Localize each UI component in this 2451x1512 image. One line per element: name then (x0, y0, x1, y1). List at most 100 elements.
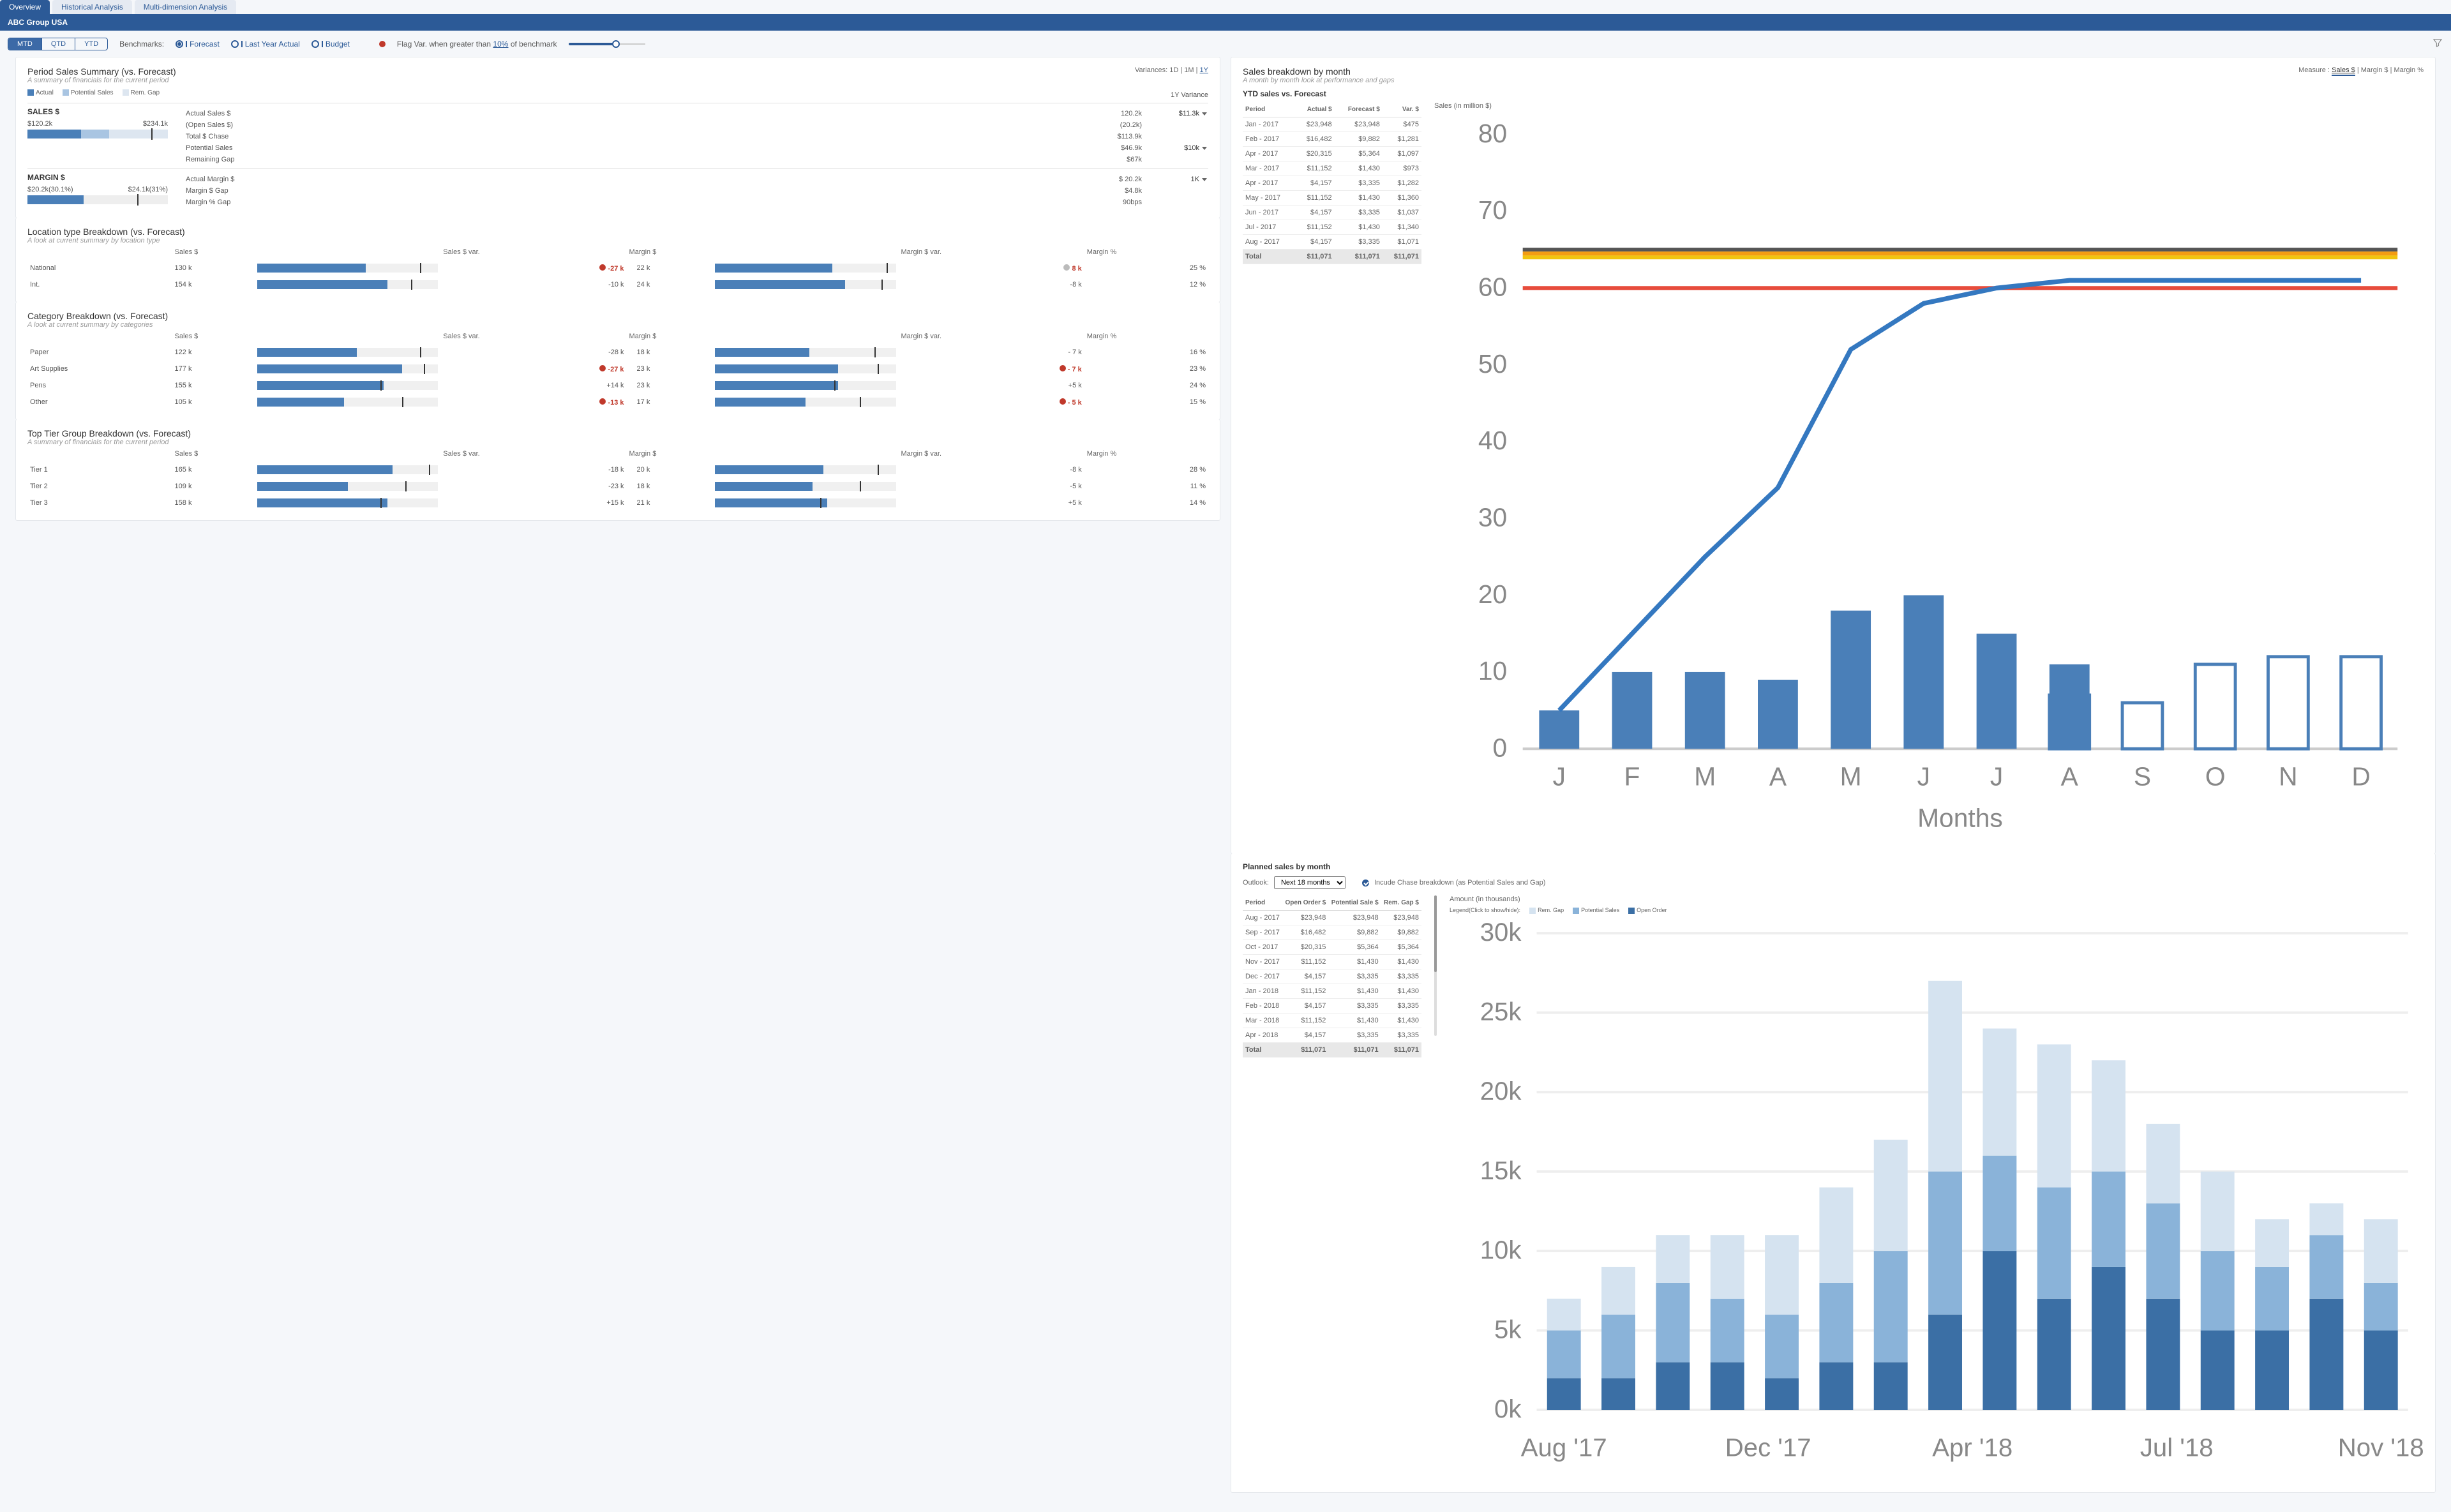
table-row: Tier 3 158 k +15 k 21 k +5 k 14 % (27, 495, 1208, 511)
filter-bar: MTD QTD YTD Benchmarks: Forecast Last Ye… (0, 31, 2451, 57)
table-row: Pens 155 k +14 k 23 k +5 k 24 % (27, 377, 1208, 394)
location-table: Sales $Sales $ var.Margin $Margin $ var.… (27, 244, 1208, 293)
table-row: Jun - 2017$4,157$3,335$1,037 (1243, 206, 1421, 220)
svg-text:60: 60 (1478, 273, 1507, 302)
filter-icon[interactable] (2432, 37, 2443, 50)
flag-slider[interactable] (569, 43, 620, 45)
seg-ytd[interactable]: YTD (75, 38, 107, 50)
svg-text:15k: 15k (1480, 1156, 1522, 1185)
svg-text:M: M (1694, 761, 1716, 791)
benchmarks-label: Benchmarks: (119, 40, 164, 49)
table-row: Jan - 2018$11,152$1,430$1,430 (1243, 984, 1421, 999)
svg-text:S: S (2134, 761, 2151, 791)
period-summary-subtitle: A summary of financials for the current … (27, 77, 176, 84)
outlook-select[interactable]: Next 18 months (1274, 876, 1345, 889)
table-row: Mar - 2018$11,152$1,430$1,430 (1243, 1014, 1421, 1028)
svg-text:40: 40 (1478, 426, 1507, 455)
category-table: Sales $Sales $ var.Margin $Margin $ var.… (27, 329, 1208, 410)
table-row: Mar - 2017$11,152$1,430$973 (1243, 161, 1421, 176)
legend-gap[interactable]: Rem. Gap (1529, 907, 1564, 914)
right-column: Sales breakdown by month A month by mont… (1231, 57, 2436, 1497)
tab-multi[interactable]: Multi-dimension Analysis (135, 0, 236, 14)
variance-1d[interactable]: 1D (1169, 66, 1178, 74)
total-row: Total$11,071$11,071$11,071 (1243, 250, 1421, 264)
location-subtitle: A look at current summary by location ty… (27, 237, 1208, 244)
tab-overview[interactable]: Overview (0, 0, 50, 14)
svg-text:20: 20 (1478, 580, 1507, 609)
flag-dot-icon (379, 41, 386, 47)
flag-threshold[interactable]: 10% (493, 40, 508, 49)
total-row: Total$11,071$11,071$11,071 (1243, 1043, 1421, 1058)
svg-text:70: 70 (1478, 195, 1507, 225)
svg-text:J: J (1917, 761, 1930, 791)
svg-text:M: M (1840, 761, 1862, 791)
planned-sales-card: Planned sales by month Outlook: Next 18 … (1231, 853, 2436, 1493)
breakdown-title: Sales breakdown by month (1243, 66, 1394, 77)
svg-text:O: O (2205, 761, 2226, 791)
table-row: Dec - 2017$4,157$3,335$3,335 (1243, 969, 1421, 984)
svg-text:80: 80 (1478, 119, 1507, 148)
planned-scrollbar[interactable] (1434, 895, 1437, 1036)
left-column: Period Sales Summary (vs. Forecast) A su… (15, 57, 1220, 1497)
svg-text:J: J (1553, 761, 1566, 791)
table-row: Tier 2 109 k -23 k 18 k -5 k 11 % (27, 478, 1208, 495)
measure-sales[interactable]: Sales $ (2332, 66, 2355, 76)
svg-text:0k: 0k (1494, 1395, 1522, 1423)
benchmark-forecast[interactable]: Forecast (176, 40, 220, 49)
flag-label: Flag Var. when greater than (397, 40, 491, 49)
ytd-chart: 01020304050607080JFMAMJJASONDMonths (1434, 114, 2424, 842)
table-row: Feb - 2018$4,157$3,335$3,335 (1243, 999, 1421, 1014)
svg-text:10: 10 (1478, 656, 1507, 685)
measure-mpct[interactable]: Margin % (2394, 66, 2424, 74)
svg-text:Jul '18: Jul '18 (2140, 1433, 2214, 1462)
seg-qtd[interactable]: QTD (41, 38, 75, 50)
location-title: Location type Breakdown (vs. Forecast) (27, 227, 1208, 237)
benchmark-lastyear[interactable]: Last Year Actual (231, 40, 300, 49)
tier-table: Sales $Sales $ var.Margin $Margin $ var.… (27, 446, 1208, 511)
main-tabs: Overview Historical Analysis Multi-dimen… (0, 0, 2451, 14)
period-summary-title: Period Sales Summary (vs. Forecast) (27, 66, 176, 77)
svg-text:25k: 25k (1480, 997, 1522, 1026)
ytd-chart-title: Sales (in million $) (1434, 102, 2424, 110)
tier-subtitle: A summary of financials for the current … (27, 438, 1208, 446)
legend-open[interactable]: Open Order (1628, 907, 1667, 914)
planned-table: PeriodOpen Order $Potential Sale $Rem. G… (1243, 895, 1421, 1058)
variances-selector: Variances: 1D | 1M | 1Y (1135, 66, 1208, 74)
table-row: Apr - 2018$4,157$3,335$3,335 (1243, 1028, 1421, 1043)
breakdown-subtitle: A month by month look at performance and… (1243, 77, 1394, 84)
table-row: Apr - 2017$4,157$3,335$1,282 (1243, 176, 1421, 191)
benchmark-budget[interactable]: Budget (311, 40, 350, 49)
tier-title: Top Tier Group Breakdown (vs. Forecast) (27, 428, 1208, 438)
sales-breakdown-card: Sales breakdown by month A month by mont… (1231, 57, 2436, 854)
planned-chart: 0k5k10k15k20k25k30kAug '17Dec '17Apr '18… (1450, 918, 2424, 1481)
svg-text:J: J (1990, 761, 2003, 791)
tier-breakdown-card: Top Tier Group Breakdown (vs. Forecast) … (15, 419, 1220, 521)
period-summary-card: Period Sales Summary (vs. Forecast) A su… (15, 57, 1220, 218)
table-row: Feb - 2017$16,482$9,882$1,281 (1243, 132, 1421, 147)
summary-legend: Actual Potential Sales Rem. Gap (27, 89, 160, 96)
table-row: Art Supplies 177 k -27 k 23 k - 7 k 23 % (27, 361, 1208, 377)
svg-text:5k: 5k (1494, 1315, 1522, 1344)
svg-text:10k: 10k (1480, 1236, 1522, 1264)
svg-text:Apr '18: Apr '18 (1932, 1433, 2013, 1462)
ytd-subhead: YTD sales vs. Forecast (1243, 89, 2424, 98)
variance-1m[interactable]: 1M (1184, 66, 1194, 74)
svg-text:F: F (1624, 761, 1640, 791)
entity-banner: ABC Group USA (0, 14, 2451, 31)
measure-margin[interactable]: Margin $ (2361, 66, 2388, 74)
ytd-table: PeriodActual $Forecast $Var. $Jan - 2017… (1243, 102, 1421, 264)
var-header: 1Y Variance (1171, 91, 1208, 99)
variance-1y[interactable]: 1Y (1200, 66, 1208, 74)
chase-checkbox[interactable] (1362, 880, 1369, 887)
svg-text:Aug '17: Aug '17 (1521, 1433, 1607, 1462)
svg-text:N: N (2279, 761, 2297, 791)
legend-pot[interactable]: Potential Sales (1573, 907, 1619, 914)
svg-text:Dec '17: Dec '17 (1725, 1433, 1811, 1462)
svg-text:A: A (1769, 761, 1787, 791)
seg-mtd[interactable]: MTD (8, 38, 41, 50)
chase-label: Incude Chase breakdown (as Potential Sal… (1374, 879, 1545, 887)
table-row: Apr - 2017$20,315$5,364$1,097 (1243, 147, 1421, 161)
period-segment: MTD QTD YTD (8, 38, 108, 50)
tab-historical[interactable]: Historical Analysis (52, 0, 132, 14)
table-row: Jul - 2017$11,152$1,430$1,340 (1243, 220, 1421, 235)
